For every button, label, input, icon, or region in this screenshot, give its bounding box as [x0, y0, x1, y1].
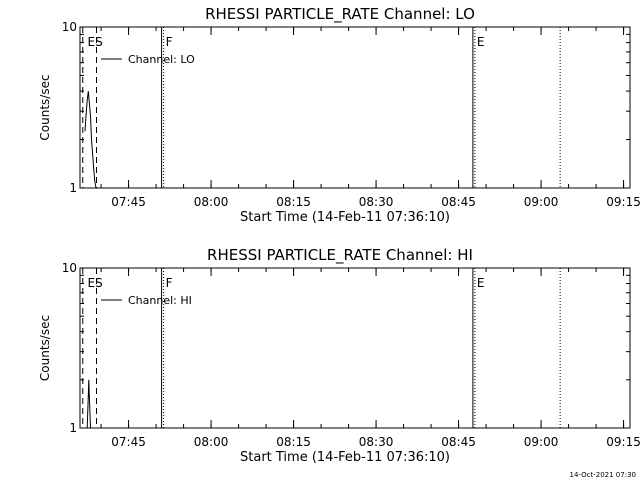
panel-1-y-tick-label-0: 1 — [69, 181, 77, 195]
panel-1-legend-label: Channel: LO — [128, 53, 195, 66]
panel-2-x-tick-label-5: 09:00 — [524, 435, 559, 449]
panel-2-x-tick-label-2: 08:15 — [276, 435, 311, 449]
panel-1-x-tick-label-1: 08:00 — [194, 195, 229, 209]
panel-2-marker-label-4: E — [477, 276, 485, 290]
panel-2-marker-label-2: ES — [88, 276, 103, 290]
panel-1-x-tick-label-2: 08:15 — [276, 195, 311, 209]
panel-1-x-tick-label-3: 08:30 — [359, 195, 394, 209]
panel-1-x-tick-label-0: 07:45 — [111, 195, 146, 209]
panel-1-series-line-0 — [84, 91, 97, 189]
panel-1-marker-label-3: F — [166, 35, 173, 49]
panel-2-x-tick-label-0: 07:45 — [111, 435, 146, 449]
panel-1-plot-frame — [79, 26, 631, 189]
footer-timestamp: 14-Oct-2021 07:30 — [569, 471, 636, 479]
panel-1-x-axis-label: Start Time (14-Feb-11 07:36:10) — [240, 210, 450, 225]
panel-2-y-tick-label-1: 10 — [62, 261, 77, 275]
panel-2-legend-label: Channel: HI — [128, 294, 192, 307]
panel-2-y-axis-label: Counts/sec — [38, 315, 52, 381]
panel-1-y-axis-label: Counts/sec — [38, 74, 52, 140]
panel-1-x-tick-label-5: 09:00 — [524, 195, 559, 209]
panel-2-x-axis-label: Start Time (14-Feb-11 07:36:10) — [240, 450, 450, 465]
panel-2-y-tick-label-0: 1 — [69, 421, 77, 435]
panel-2-chart-title: RHESSI PARTICLE_RATE Channel: HI — [207, 246, 473, 265]
panel-2-plot-frame — [79, 267, 631, 429]
panel-2-x-tick-label-1: 08:00 — [194, 435, 229, 449]
panel-1-x-tick-label-6: 09:15 — [606, 195, 640, 209]
panel-2-marker-label-3: F — [166, 276, 173, 290]
panel-1-marker-label-4: E — [477, 35, 485, 49]
panel-1-x-tick-label-4: 08:45 — [441, 195, 476, 209]
panel-2-series-line-0 — [86, 379, 91, 429]
panel-1-marker-label-2: ES — [88, 35, 103, 49]
panel-2-x-tick-label-6: 09:15 — [606, 435, 640, 449]
panel-1-chart-title: RHESSI PARTICLE_RATE Channel: LO — [205, 5, 475, 24]
panel-2-x-tick-label-4: 08:45 — [441, 435, 476, 449]
panel-2-x-tick-label-3: 08:30 — [359, 435, 394, 449]
panel-1-y-tick-label-1: 10 — [62, 20, 77, 34]
